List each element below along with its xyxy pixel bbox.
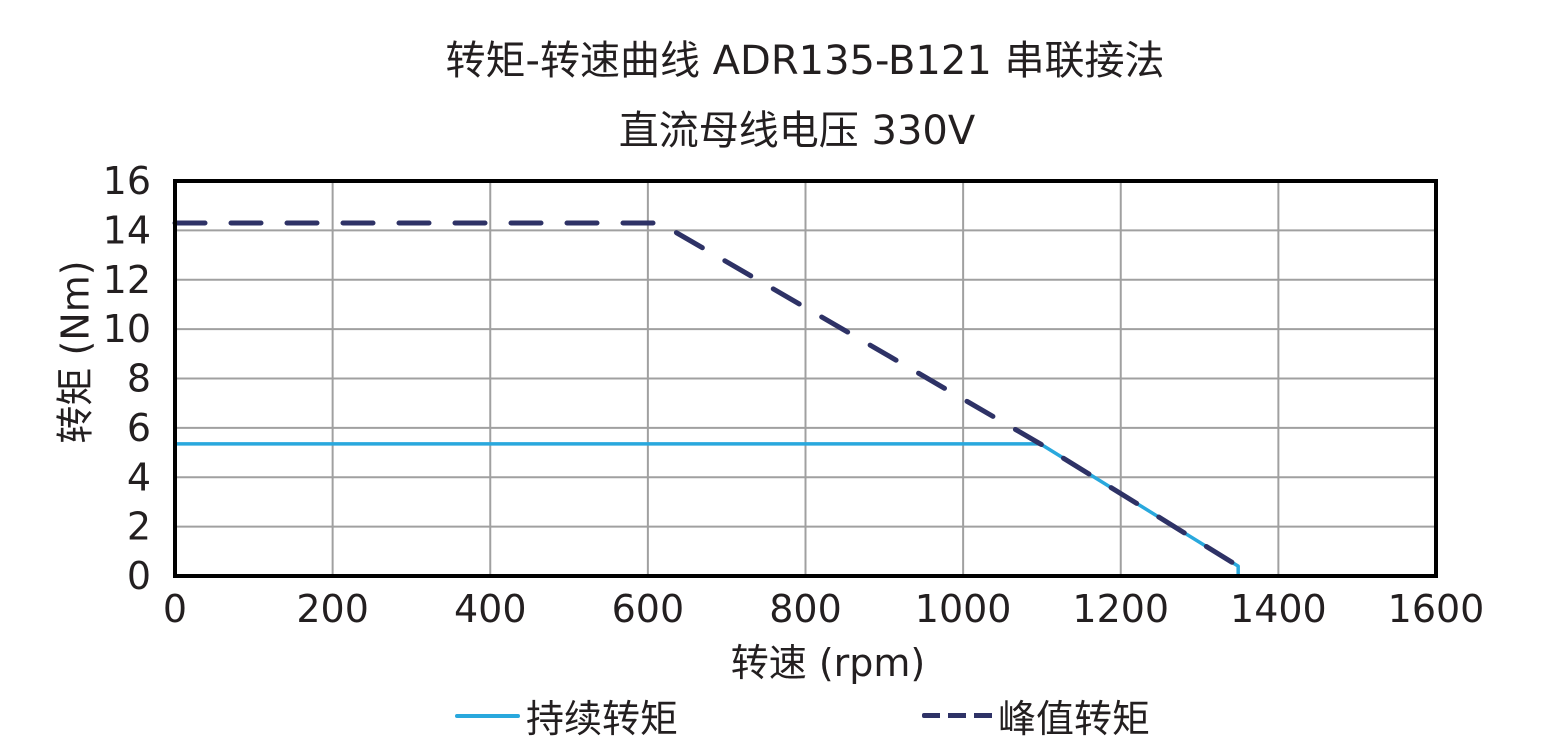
x-tick-label: 200 xyxy=(296,587,369,631)
x-tick-label: 600 xyxy=(612,587,685,631)
y-tick-label: 6 xyxy=(127,406,151,450)
y-tick-label: 10 xyxy=(103,307,151,351)
y-tick-label: 2 xyxy=(127,505,151,549)
y-tick-label: 8 xyxy=(127,357,151,401)
plot-frame xyxy=(173,179,1438,578)
y-tick-label: 14 xyxy=(103,208,151,252)
continuous-torque-line xyxy=(173,442,1240,578)
y-tick-label: 4 xyxy=(127,455,151,499)
x-tick-label: 1000 xyxy=(915,587,1012,631)
y-axis-label: 转矩 (Nm) xyxy=(53,260,98,444)
x-tick-label: 1600 xyxy=(1388,587,1485,631)
x-tick-label: 400 xyxy=(454,587,527,631)
legend-peak: 峰值转矩 xyxy=(922,688,1150,743)
legend-continuous-label: 持续转矩 xyxy=(526,697,679,741)
solid-line-icon xyxy=(455,713,520,718)
y-tick-label: 16 xyxy=(103,159,151,203)
x-tick-label: 1400 xyxy=(1230,587,1327,631)
y-tick-label: 0 xyxy=(127,554,151,598)
legend-continuous: 持续转矩 xyxy=(455,688,678,743)
peak-torque-line xyxy=(172,220,1241,569)
y-tick-label: 12 xyxy=(103,258,151,302)
legend-peak-label: 峰值转矩 xyxy=(998,697,1151,741)
x-tick-label: 0 xyxy=(163,587,187,631)
dashed-line-icon xyxy=(922,713,994,718)
chart-subtitle: 直流母线电压 330V xyxy=(618,108,976,154)
x-tick-label: 800 xyxy=(769,587,842,631)
chart-title: 转矩-转速曲线 ADR135-B121 串联接法 xyxy=(445,38,1165,84)
x-tick-label: 1200 xyxy=(1072,587,1169,631)
x-axis-label: 转速 (rpm) xyxy=(730,641,926,685)
